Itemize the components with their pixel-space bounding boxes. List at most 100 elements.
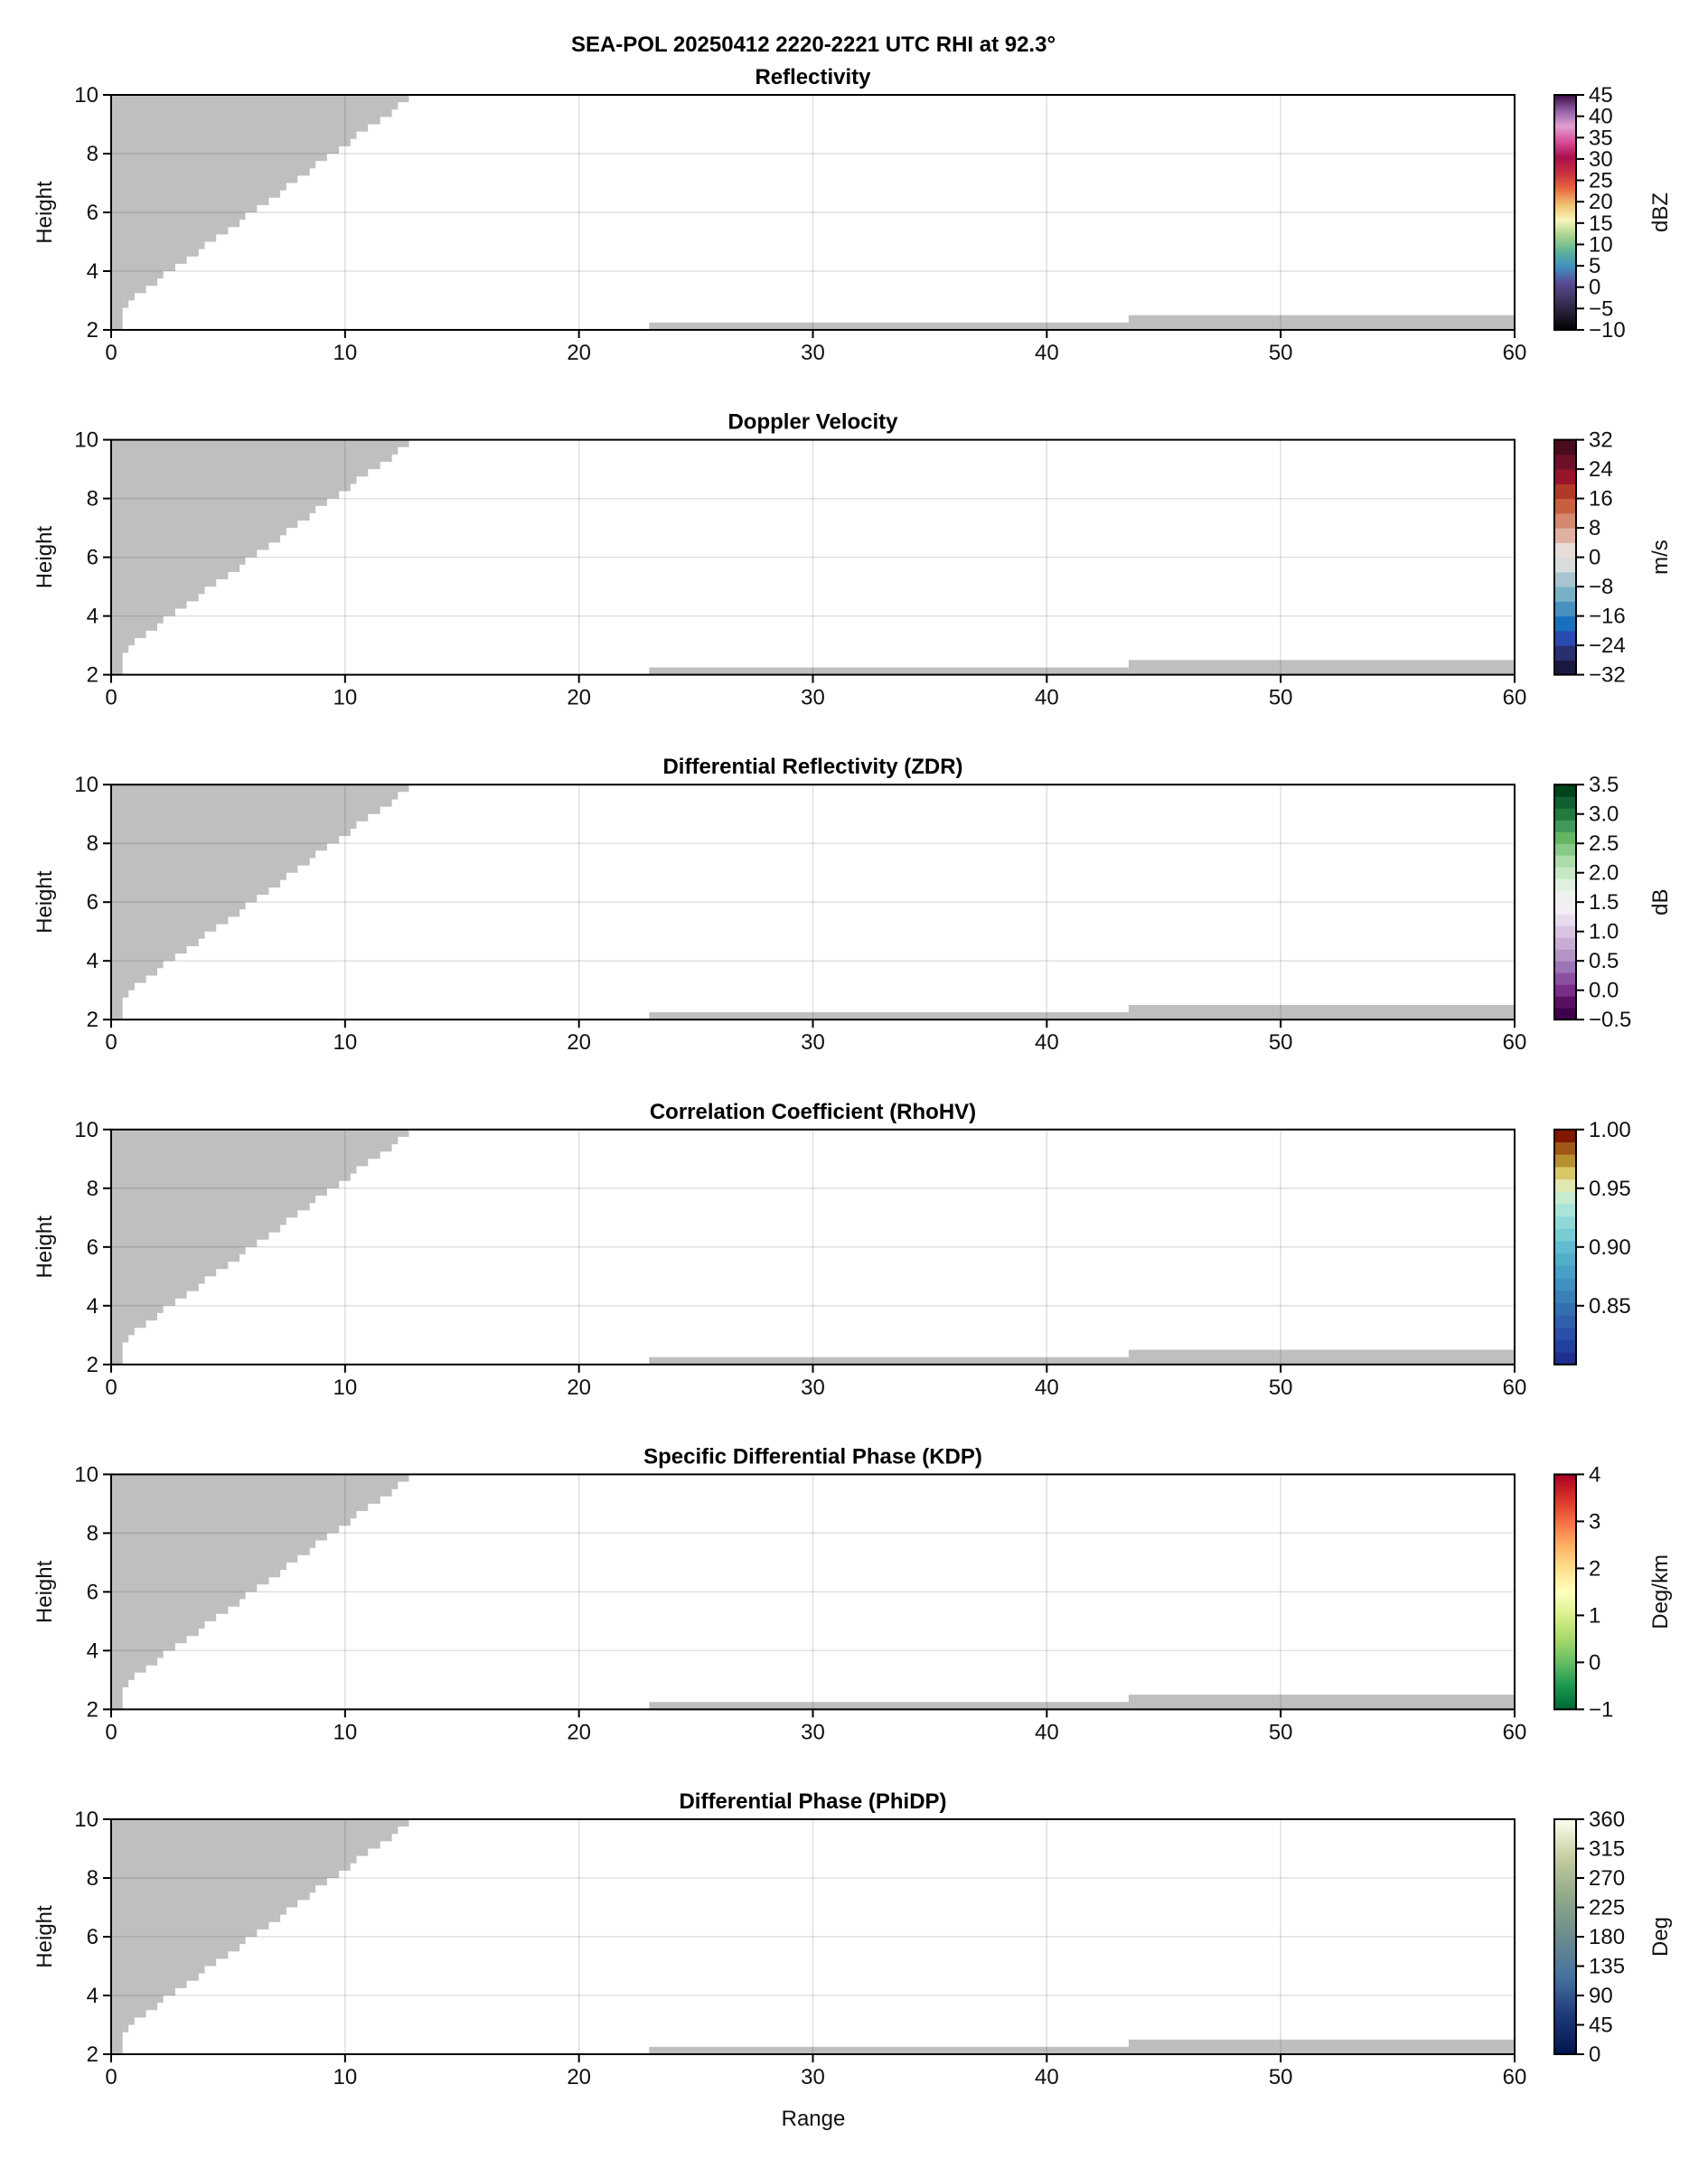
y-axis-label: Height <box>33 1560 57 1623</box>
colorbar-tick-label: 3.0 <box>1589 803 1619 827</box>
colorbar-bin <box>1554 878 1576 891</box>
colorbar-label: Deg <box>1648 1917 1673 1957</box>
masked-region-lower-1 <box>1128 1695 1515 1710</box>
colorbar-tick-label: 1.5 <box>1589 890 1619 915</box>
colorbar-bin <box>1554 1253 1576 1266</box>
y-tick-label: 6 <box>87 890 99 915</box>
colorbar-tick-label: 180 <box>1589 1925 1625 1949</box>
panel-title: Differential Reflectivity (ZDR) <box>662 755 962 779</box>
x-tick-label: 30 <box>801 2065 825 2089</box>
colorbar-bin <box>1554 542 1576 559</box>
axes-frame <box>110 1818 1516 2055</box>
y-axis-label: Height <box>33 870 57 934</box>
x-tick-label: 40 <box>1035 2065 1059 2089</box>
colorbar-tick-label: 24 <box>1589 457 1613 482</box>
colorbar-bin <box>1554 1228 1576 1242</box>
colorbar-tick-label: 25 <box>1589 169 1613 193</box>
colorbar-bin <box>1554 1315 1576 1329</box>
colorbar-bin <box>1554 528 1576 543</box>
panel-3: Correlation Coefficient (RhoHV)0 10 20 30 40… <box>33 1100 1631 1400</box>
masked-region-upper-left <box>111 1474 409 1710</box>
colorbar-bin <box>1554 1302 1576 1316</box>
masked-region-lower-1 <box>1128 1349 1515 1365</box>
y-tick-label: 8 <box>87 487 99 512</box>
colorbar-tick-label: 2.0 <box>1589 861 1619 886</box>
colorbar-tick-label: 20 <box>1589 190 1613 214</box>
x-tick-label: 0 <box>105 341 117 365</box>
colorbar-bin <box>1554 439 1576 455</box>
masked-region-upper-left <box>111 784 409 1020</box>
colorbar-bin <box>1554 660 1576 676</box>
masked-region-lower-1 <box>1128 315 1515 330</box>
colorbar-bin <box>1554 1290 1576 1303</box>
x-tick-label: 60 <box>1503 1720 1527 1744</box>
x-tick-label: 60 <box>1503 1030 1527 1055</box>
colorbar-bin <box>1554 1352 1576 1366</box>
colorbar-bin <box>1554 1129 1576 1142</box>
x-tick-label: 20 <box>567 1720 591 1744</box>
colorbar-tick-label: 2 <box>1589 1556 1600 1581</box>
masked-region-lower-1 <box>1128 660 1515 675</box>
colorbar-tick-label: 3.5 <box>1589 773 1619 797</box>
colorbar-frame <box>1553 94 1577 331</box>
y-tick-label: 8 <box>87 1866 99 1891</box>
x-tick-label: 60 <box>1503 341 1527 365</box>
colorbar-tick-label: 0 <box>1589 2042 1600 2067</box>
y-tick-label: 8 <box>87 1521 99 1545</box>
y-tick-label: 10 <box>74 428 99 453</box>
colorbar-bin <box>1554 855 1576 868</box>
colorbar-tick-label: 35 <box>1589 126 1613 150</box>
colorbar-bin <box>1554 961 1576 973</box>
y-tick-label: 2 <box>87 2042 99 2067</box>
x-tick-label: 50 <box>1269 2065 1293 2089</box>
masked-region-lower-1 <box>1128 1004 1515 1020</box>
figure-title: SEA-POL 20250412 2220-2221 UTC RHI at 92… <box>571 33 1056 57</box>
panel-title: Differential Phase (PhiDP) <box>679 1789 946 1814</box>
masked-region-lower-0 <box>649 1012 1129 1020</box>
colorbar-bin <box>1554 469 1576 484</box>
y-tick-label: 4 <box>87 1638 99 1663</box>
colorbar-tick-label: 4 <box>1589 1462 1600 1487</box>
x-tick-label: 20 <box>567 341 591 365</box>
colorbar-bin <box>1554 925 1576 938</box>
y-tick-label: 8 <box>87 1177 99 1201</box>
y-tick-label: 4 <box>87 1984 99 2008</box>
y-tick-label: 4 <box>87 949 99 973</box>
x-tick-label: 0 <box>105 1030 117 1055</box>
colorbar-bin <box>1554 587 1576 602</box>
colorbar-tick-label: 0 <box>1589 546 1600 570</box>
y-tick-label: 4 <box>87 1294 99 1319</box>
colorbar-tick-label: 1.0 <box>1589 920 1619 944</box>
y-axis-label: Height <box>33 1216 57 1279</box>
colorbar-bin <box>1554 1278 1576 1291</box>
colorbar-label: m/s <box>1648 540 1673 575</box>
colorbar-bin <box>1554 484 1576 500</box>
y-tick-label: 10 <box>74 1118 99 1142</box>
colorbar-tick-label: 270 <box>1589 1866 1625 1891</box>
colorbar-tick-label: −32 <box>1589 663 1626 688</box>
x-tick-label: 60 <box>1503 1376 1527 1400</box>
x-tick-label: 50 <box>1269 1720 1293 1744</box>
colorbar-tick-label: 0.85 <box>1589 1294 1631 1319</box>
colorbar-tick-label: −24 <box>1589 634 1626 658</box>
colorbar-label: dBZ <box>1648 192 1673 232</box>
x-tick-label: 10 <box>333 341 357 365</box>
x-tick-label: 0 <box>105 686 117 710</box>
masked-region-lower-0 <box>649 1357 1129 1365</box>
colorbar-bin <box>1554 831 1576 844</box>
masked-region-lower-0 <box>649 322 1129 330</box>
colorbar-tick-label: 1 <box>1589 1603 1600 1628</box>
y-tick-label: 2 <box>87 318 99 343</box>
colorbar-bin <box>1554 498 1576 514</box>
colorbar-tick-label: 32 <box>1589 428 1613 453</box>
colorbar-tick-label: 90 <box>1589 1984 1613 2008</box>
colorbar-gradient <box>1554 95 1576 330</box>
colorbar-bin <box>1554 454 1576 470</box>
colorbar-tick-label: −16 <box>1589 605 1626 629</box>
colorbar-tick-label: 0.0 <box>1589 979 1619 1003</box>
colorbar-tick-label: 135 <box>1589 1955 1625 1979</box>
y-tick-label: 6 <box>87 201 99 225</box>
y-axis-label: Height <box>33 526 57 589</box>
